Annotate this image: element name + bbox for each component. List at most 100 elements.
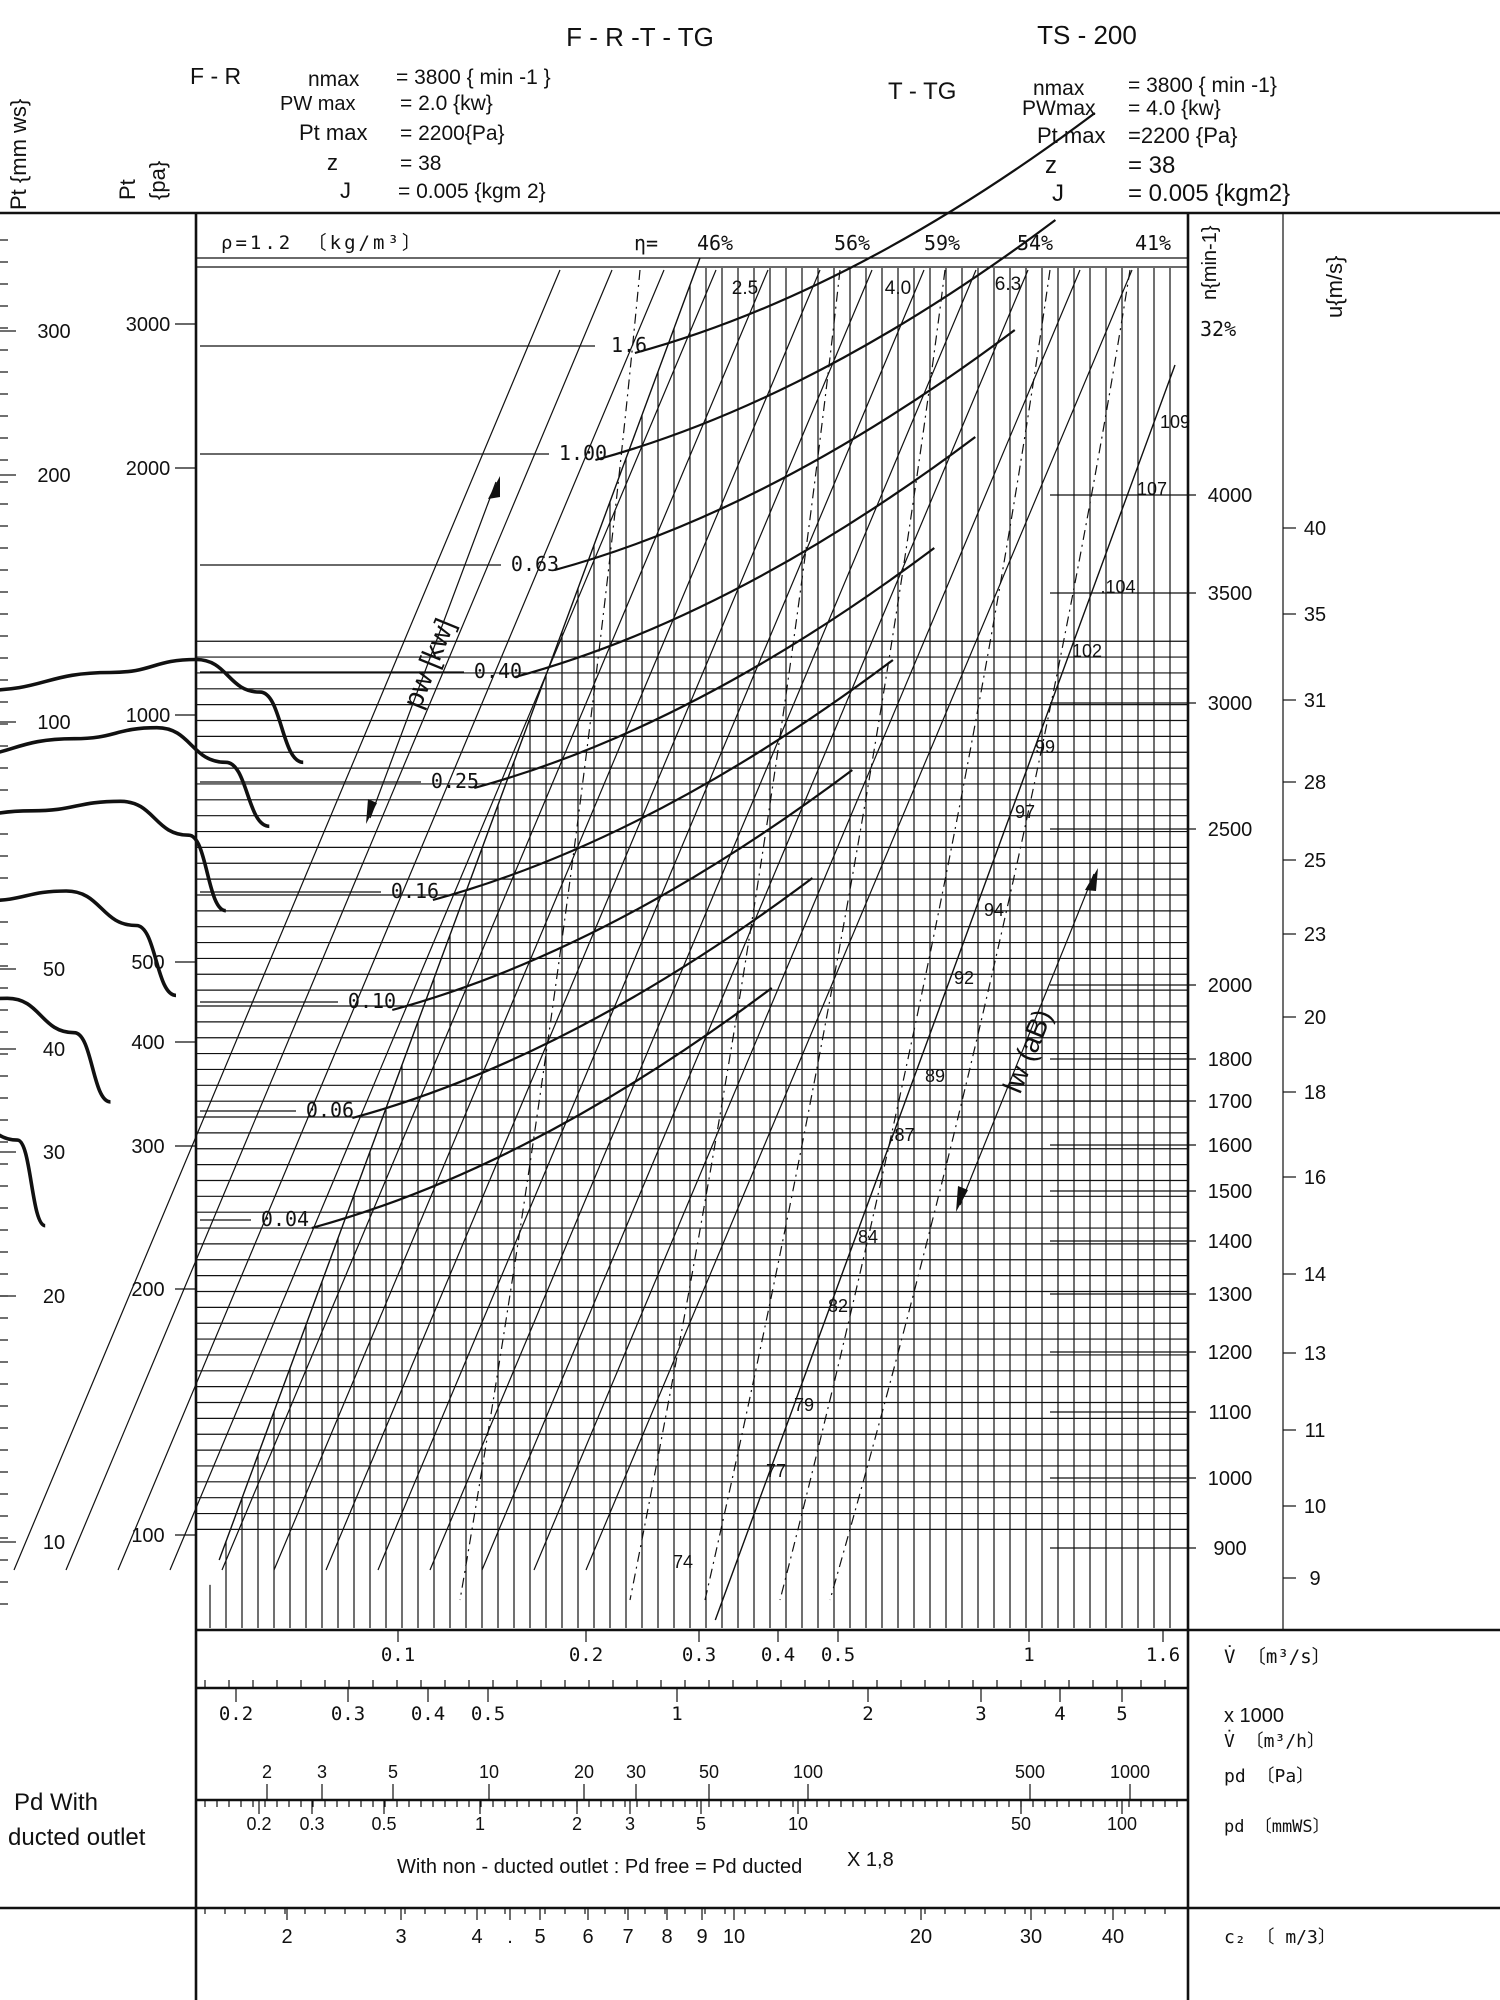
flow-m3h-multiplier: x 1000 (1224, 1705, 1284, 1727)
efficiency-label: 56% (834, 231, 870, 255)
c2-tick-label: 10 (723, 1926, 745, 1948)
efficiency-label: 59% (924, 231, 960, 255)
flow-m3h-tick-label: 3 (975, 1703, 986, 1725)
power-curve (514, 436, 976, 679)
pt-pa-tick-label: 300 (131, 1136, 164, 1158)
ttg-ptmax-value: =2200 {Pa} (1128, 123, 1238, 148)
pd-mmws-unit: pd 〔mmWS〕 (1224, 1817, 1330, 1837)
system-curve-line (117, 269, 665, 1571)
pt-pa-tick-label: 200 (131, 1279, 164, 1301)
efficiency-label: 41% (1135, 231, 1171, 255)
sound-power-label: 107 (1137, 479, 1167, 499)
tip-speed-label: 35 (1304, 604, 1326, 626)
tip-speed-label: 9 (1309, 1568, 1320, 1590)
speed-rpm-label: 1400 (1208, 1231, 1253, 1253)
flow-m3s-unit: V̇ 〔m³/s〕 (1224, 1645, 1331, 1668)
pd-note-line1: Pd With (14, 1789, 98, 1816)
c2-tick-label: 6 (582, 1926, 593, 1948)
pd-mmws-tick-label: 0.2 (246, 1814, 271, 1834)
envelope-left-edge (218, 257, 701, 1561)
speed-rpm-label: 1300 (1208, 1284, 1253, 1306)
ttg-spec-block: T - TG nmax = 3800 { min -1} PWmax = 4.0… (888, 74, 1290, 207)
tip-speed-label: 20 (1304, 1007, 1326, 1029)
efficiency-curve (459, 269, 641, 1601)
pt-pa-tick-label: 3000 (126, 314, 171, 336)
envelope-right-edge (714, 364, 1176, 1621)
pd-note-line2: ducted outlet (8, 1824, 146, 1851)
ttg-j-value: = 0.005 {kgm2} (1128, 180, 1290, 207)
speed-rpm-label: 1700 (1208, 1091, 1253, 1113)
tip-speed-label: 28 (1304, 772, 1326, 794)
pd-pa-tick-label: 5 (388, 1762, 398, 1782)
pd-pa-tick-label: 2 (262, 1762, 272, 1782)
pt-mmws-axis-title: Pt {mm ws} (6, 99, 31, 210)
sound-power-label: 79 (794, 1395, 814, 1415)
fr-j-label: J (340, 178, 351, 203)
efficiency-label: 46% (697, 231, 733, 255)
ttg-pwmax-value: = 4.0 {kw} (1128, 97, 1221, 120)
pd-pa-unit: pd 〔Pa〕 (1224, 1766, 1314, 1787)
c2-tick-label: 40 (1102, 1926, 1124, 1948)
power-kw-label: 0.04 (261, 1207, 309, 1231)
fr-spec-block: F - R nmax = 3800 { min -1 } PW max = 2.… (190, 63, 551, 203)
tip-speed-label: 23 (1304, 924, 1326, 946)
pd-pa-tick-label: 30 (626, 1762, 646, 1782)
top-curve-value-label: 2.5 (732, 278, 758, 299)
pt-mmws-tick-label: 300 (37, 321, 70, 343)
pd-pa-tick-label: 50 (699, 1762, 719, 1782)
pt-mmws-tick-label: 30 (43, 1142, 65, 1164)
pt-pa-tick-label: 400 (131, 1032, 164, 1054)
pt-pa-tick-label: 1000 (126, 705, 171, 727)
ttg-z-label: z (1045, 152, 1057, 179)
sound-power-label: 74 (673, 1552, 693, 1572)
fr-z-label: z (327, 150, 338, 175)
power-curve (311, 987, 773, 1230)
sound-power-label: 102 (1072, 641, 1102, 661)
non-ducted-note: With non - ducted outlet : Pd free = Pd … (397, 1856, 802, 1878)
sound-power-label: 94 (984, 900, 1004, 920)
tip-speed-label: 31 (1304, 690, 1326, 712)
flow-m3h-unit: V̇ 〔m³/h〕 (1224, 1730, 1325, 1752)
top-curve-value-label: 4.0 (885, 278, 911, 299)
n-axis-title: n{min-1} (1199, 225, 1221, 300)
plot-labels: 2.5 4.0 6.3 3000 2000 1000 500 400 300 200 100 300 2… (0, 239, 1326, 1605)
system-curve-line (533, 269, 1081, 1571)
flow-m3s-tick-label: 0.2 (569, 1644, 603, 1666)
tip-speed-label: 18 (1304, 1082, 1326, 1104)
speed-curve-2500 (0, 889, 177, 998)
speed-rpm-label: 1000 (1208, 1468, 1253, 1490)
power-kw-label: 1.6 (611, 333, 647, 357)
model-title: TS - 200 (1037, 20, 1137, 50)
speed-rpm-label: 1500 (1208, 1181, 1253, 1203)
speed-rpm-label: 2000 (1208, 975, 1253, 997)
flow-m3h-tick-label: 0.5 (471, 1703, 505, 1725)
speed-rpm-label: 1100 (1208, 1402, 1251, 1424)
pd-mmws-tick-label: 5 (696, 1814, 706, 1834)
pd-mmws-tick-label: 0.5 (371, 1814, 396, 1834)
c2-tick-label: 9 (696, 1926, 707, 1948)
fr-label: F - R (190, 63, 241, 89)
sound-power-label: 77 (766, 1461, 786, 1481)
power-kw-label: 0.06 (306, 1098, 354, 1122)
pt-pa-tick-label: 500 (131, 952, 164, 974)
pd-pa-tick-label: 3 (317, 1762, 327, 1782)
sound-power-label: 92 (954, 968, 974, 988)
ttg-z-value: = 38 (1128, 152, 1175, 179)
tip-speed-label: 13 (1304, 1343, 1326, 1365)
speed-rpm-label: 1600 (1208, 1135, 1253, 1157)
sound-power-label: 109 (1160, 412, 1190, 432)
plot-grid (196, 268, 1188, 1628)
pt-mmws-tick-label: 10 (43, 1532, 65, 1554)
lw-arrow-label: lw (aB) (997, 1005, 1058, 1097)
power-curve (554, 329, 1016, 572)
power-curve (432, 659, 894, 902)
system-curve-line (585, 269, 1133, 1571)
speed-rpm-label: 4000 (1208, 485, 1253, 507)
pd-pa-tick-label: 20 (574, 1762, 594, 1782)
pd-mmws-tick-label: 10 (788, 1814, 808, 1834)
pt-mmws-tick-label: 20 (43, 1286, 65, 1308)
speed-rpm-label: 1800 (1208, 1049, 1253, 1071)
c2-tick-label: 7 (622, 1926, 633, 1948)
tip-speed-label: 10 (1304, 1496, 1326, 1518)
flow-m3h-tick-label: 2 (862, 1703, 873, 1725)
